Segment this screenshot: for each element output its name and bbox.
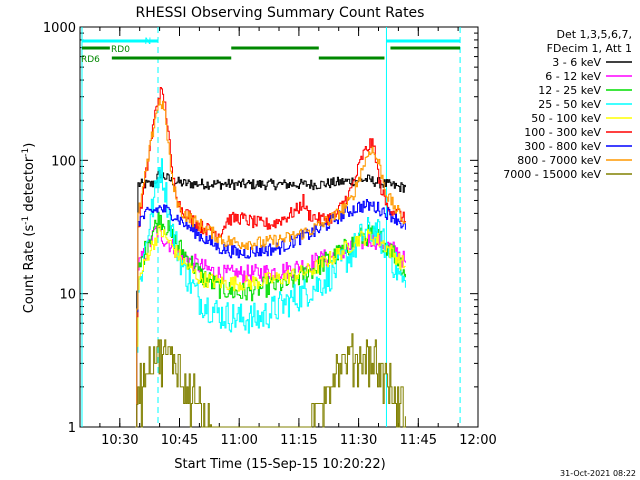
legend-label-6: 100 - 300 keV: [524, 126, 601, 139]
y-axis-label-sup2: -1: [21, 148, 31, 157]
x-tick-label: 11:00: [220, 433, 257, 448]
series-line-4: [135, 158, 406, 428]
y-tick-label: 1000: [43, 21, 76, 36]
series-line-9: [135, 333, 406, 428]
annotation-n: N: [144, 37, 151, 47]
y-axis-label-mid: detector: [22, 156, 37, 216]
y-tick-label: 1: [68, 421, 76, 436]
y-axis-label-sup1: -1: [21, 216, 31, 225]
y-tick-label: 10: [59, 288, 76, 303]
y-axis-label: Count Rate (s-1 detector-1): [21, 143, 37, 314]
x-tick-label: 11:30: [340, 433, 377, 448]
annotation-rd0: RD0: [111, 45, 130, 55]
legend-label-4: 25 - 50 keV: [538, 98, 601, 111]
legend-label-3: 12 - 25 keV: [538, 84, 601, 97]
legend-label-8: 800 - 7000 keV: [517, 154, 601, 167]
series-line-8: [135, 98, 406, 428]
series-line-1: [135, 169, 406, 428]
y-tick-label: 100: [51, 154, 76, 169]
timestamp-label: 31-Oct-2021 08:22: [560, 469, 636, 478]
legend-label-5: 50 - 100 keV: [531, 112, 601, 125]
legend-label-9: 7000 - 15000 keV: [503, 168, 601, 181]
x-tick-label: 12:00: [459, 433, 496, 448]
chart-title: RHESSI Observing Summary Count Rates: [136, 5, 425, 21]
y-axis-label-main: Count Rate (s: [22, 225, 37, 314]
plot-area: 1 10 100 1000 10:30 10:45 11:00 11:15 11:30 11:45…: [43, 21, 497, 448]
annotation-rd6: RD6: [81, 55, 100, 65]
y-axis-label-end: ): [22, 143, 37, 148]
series-line-5: [135, 225, 406, 428]
legend-header-line-1: Det 1,3,5,6,7,: [556, 28, 632, 41]
x-tick-label: 10:45: [161, 433, 198, 448]
legend-label-1: 3 - 6 keV: [552, 56, 601, 69]
x-tick-label: 11:15: [280, 433, 317, 448]
x-tick-label: 11:45: [400, 433, 437, 448]
series-line-7: [135, 199, 406, 428]
legend-label-2: 6 - 12 keV: [545, 70, 601, 83]
legend-label-7: 300 - 800 keV: [524, 140, 601, 153]
x-axis-label: Start Time (15-Sep-15 10:20:22): [174, 457, 385, 472]
x-tick-label: 10:30: [101, 433, 138, 448]
legend-header-line-2: FDecim 1, Att 1: [547, 42, 632, 55]
